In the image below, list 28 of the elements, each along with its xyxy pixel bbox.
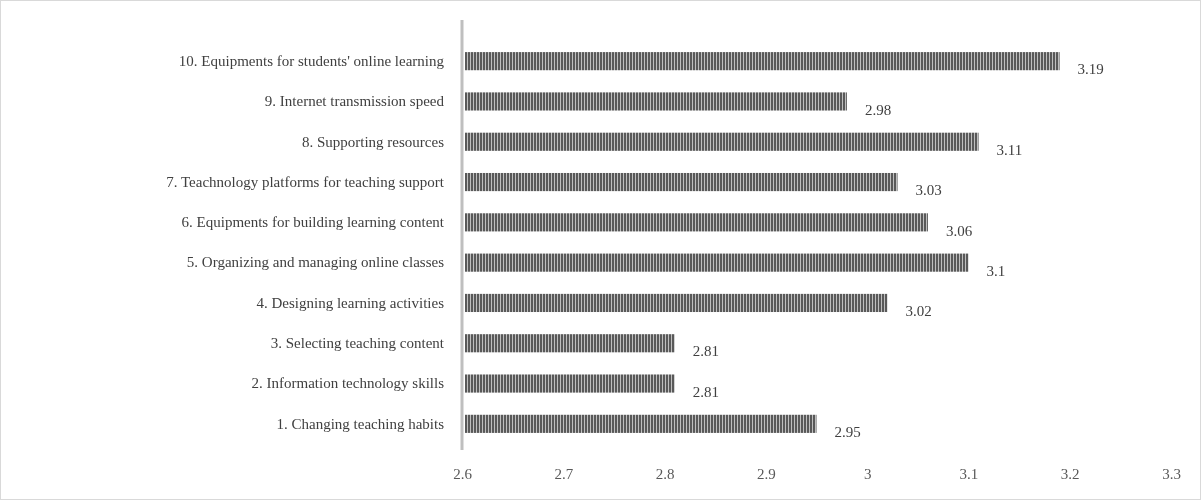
data-label: 3.1: [986, 262, 1006, 279]
y-tick-label: 2. Information technology skills: [251, 375, 445, 392]
x-tick-label: 3.3: [1162, 465, 1181, 482]
y-tick-label: 5. Organizing and managing online classes: [186, 254, 445, 271]
data-label: 3.06: [945, 222, 973, 239]
y-tick-label: 10. Equipments for students' online learning: [178, 52, 445, 69]
y-tick-label: 6. Equipments for building learning content: [181, 214, 445, 231]
data-label: 2.81: [692, 343, 719, 360]
data-label: 3.19: [1077, 61, 1104, 78]
x-tick-label: 3: [863, 465, 872, 482]
x-tick-label: 2.6: [453, 465, 473, 482]
y-tick-label: 3. Selecting teaching content: [270, 335, 445, 352]
y-tick-label: 8. Supporting resources: [301, 133, 445, 150]
data-label: 2.81: [692, 383, 719, 400]
data-label: 3.11: [996, 142, 1023, 158]
x-tick-label: 2.8: [655, 465, 675, 482]
data-label: 3.02: [905, 303, 932, 320]
x-tick-label: 2.9: [756, 465, 776, 482]
x-tick-label: 3.1: [959, 465, 979, 482]
y-tick-label: 7. Teachnology platforms for teaching support: [166, 173, 445, 190]
x-tick-label: 3.2: [1060, 465, 1080, 482]
y-tick-label: 4. Designing learning activities: [256, 294, 445, 311]
x-tick-label: 2.7: [554, 465, 574, 482]
data-label: 2.98: [864, 101, 892, 118]
y-tick-label: 9. Internet transmission speed: [264, 93, 445, 110]
y-tick-label: 1. Changing teaching habits: [276, 415, 445, 432]
data-label: 2.95: [834, 424, 861, 441]
data-label: 3.03: [915, 182, 942, 199]
